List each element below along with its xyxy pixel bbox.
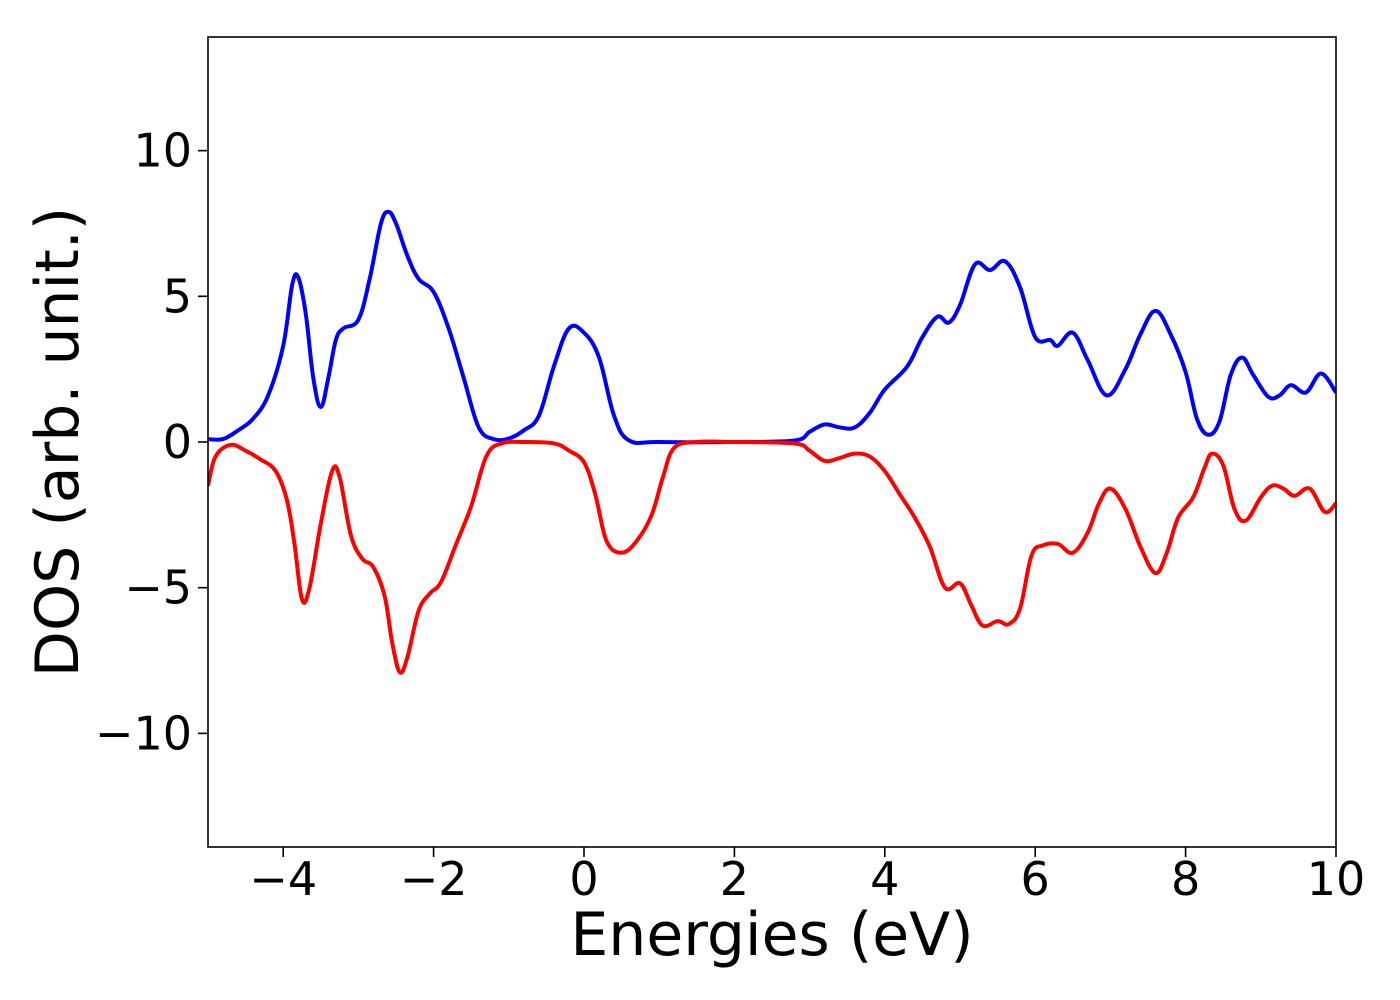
x-tick-label: 6 <box>1021 852 1050 906</box>
y-axis-title: DOS (arb. unit.) <box>23 207 93 677</box>
x-tick-label: 4 <box>870 852 899 906</box>
x-tick-label: 10 <box>1307 852 1366 906</box>
x-tick-label: 8 <box>1171 852 1200 906</box>
series-line-spin-down <box>208 439 1336 675</box>
x-tick-label: −2 <box>400 852 468 906</box>
x-axis: −4 −2 0 2 4 6 8 10 <box>249 847 1365 906</box>
y-tick-label: 10 <box>133 124 192 178</box>
y-tick-label: 5 <box>163 269 192 323</box>
x-tick-label: 2 <box>720 852 749 906</box>
series-layer <box>208 209 1336 675</box>
y-tick-label: 0 <box>163 415 192 469</box>
y-tick-label: −5 <box>124 561 192 615</box>
y-axis: −10 −5 0 5 10 <box>95 124 208 760</box>
x-tick-label: −4 <box>249 852 317 906</box>
y-tick-label: −10 <box>95 706 192 760</box>
series-line-spin-up <box>208 209 1336 446</box>
x-tick-label: 0 <box>569 852 598 906</box>
x-axis-title: Energies (eV) <box>570 900 973 970</box>
